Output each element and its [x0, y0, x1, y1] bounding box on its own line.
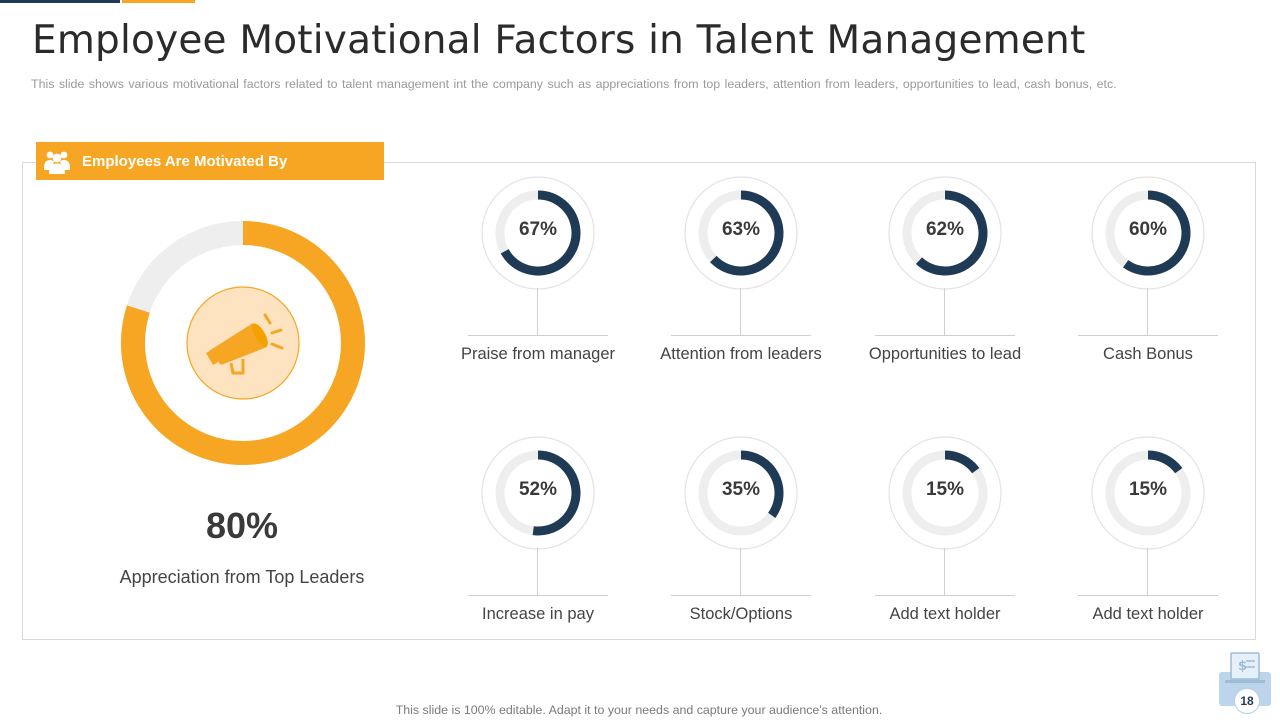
small-chart-label: Opportunities to lead [868, 345, 1022, 363]
small-chart-item: 15% Add text holder [1068, 435, 1228, 635]
connector-line [740, 548, 741, 596]
footer-note: This slide is 100% editable. Adapt it to… [395, 703, 883, 717]
small-donut-arc [915, 190, 988, 276]
panel-header-label: Employees Are Motivated By [82, 152, 288, 170]
people-group-icon [42, 146, 72, 176]
small-donut-chart [684, 176, 798, 290]
small-chart-item: 15% Add text holder [865, 435, 1025, 635]
main-category-label: Appreciation from Top Leaders [119, 567, 365, 587]
small-chart-value: 15% [1128, 479, 1168, 500]
small-chart-label: Cash Bonus [1103, 345, 1193, 363]
small-chart-label: Stock/Options [689, 605, 793, 623]
connector-line [944, 548, 945, 596]
connector-line [1147, 548, 1148, 596]
page-number: 18 [1234, 688, 1260, 714]
top-accent-line-orange [122, 0, 195, 3]
small-donut-chart [481, 176, 595, 290]
label-divider [468, 335, 608, 336]
page-subtitle: This slide shows various motivational fa… [31, 77, 1117, 91]
main-donut-arc [121, 221, 365, 465]
small-chart-value: 62% [925, 219, 965, 240]
connector-line [740, 288, 741, 336]
small-donut-arc [1147, 450, 1183, 474]
label-divider [468, 595, 608, 596]
svg-text:$: $ [1238, 659, 1247, 674]
small-chart-item: 52% Increase in pay [458, 435, 618, 635]
small-chart-value: 60% [1128, 219, 1168, 240]
small-donut-chart [888, 176, 1002, 290]
small-donut-chart [888, 436, 1002, 550]
small-donut-arc [944, 450, 980, 474]
small-donut-arc [532, 450, 581, 536]
small-chart-value: 67% [518, 219, 558, 240]
small-chart-label: Add text holder [1092, 605, 1204, 623]
small-donut-arc [500, 190, 581, 276]
small-donut-arc [740, 450, 784, 518]
connector-line [537, 288, 538, 336]
small-chart-label: Add text holder [889, 605, 1001, 623]
small-donut-chart [1091, 176, 1205, 290]
chart-panel [22, 162, 1256, 640]
connector-line [537, 548, 538, 596]
main-donut-chart [121, 221, 365, 465]
page-title: Employee Motivational Factors in Talent … [32, 18, 1086, 63]
small-chart-value: 63% [721, 219, 761, 240]
small-donut-chart [684, 436, 798, 550]
label-divider [1078, 335, 1218, 336]
small-chart-item: 63% Attention from leaders [660, 175, 822, 375]
small-chart-label: Increase in pay [482, 605, 594, 623]
label-divider [671, 335, 811, 336]
small-donut-chart [1091, 436, 1205, 550]
label-divider [875, 595, 1015, 596]
small-chart-item: 62% Opportunities to lead [865, 175, 1025, 375]
main-value-label: 80% [205, 505, 279, 546]
small-donut-chart [481, 436, 595, 550]
top-accent-line-navy [0, 0, 120, 3]
small-chart-value: 52% [518, 479, 558, 500]
connector-line [1147, 288, 1148, 336]
connector-line [944, 288, 945, 336]
small-chart-value: 35% [721, 479, 761, 500]
small-donut-arc [1123, 190, 1191, 276]
small-chart-label: Praise from manager [460, 345, 616, 363]
label-divider [671, 595, 811, 596]
panel-header: Employees Are Motivated By [36, 142, 384, 180]
small-chart-value: 15% [925, 479, 965, 500]
label-divider [875, 335, 1015, 336]
small-chart-item: 60% Cash Bonus [1068, 175, 1228, 375]
megaphone-icon [206, 313, 284, 375]
label-divider [1078, 595, 1218, 596]
small-chart-item: 35% Stock/Options [661, 435, 821, 635]
small-chart-label: Attention from leaders [660, 345, 822, 363]
small-chart-item: 67% Praise from manager [458, 175, 618, 375]
small-donut-arc [710, 190, 784, 276]
